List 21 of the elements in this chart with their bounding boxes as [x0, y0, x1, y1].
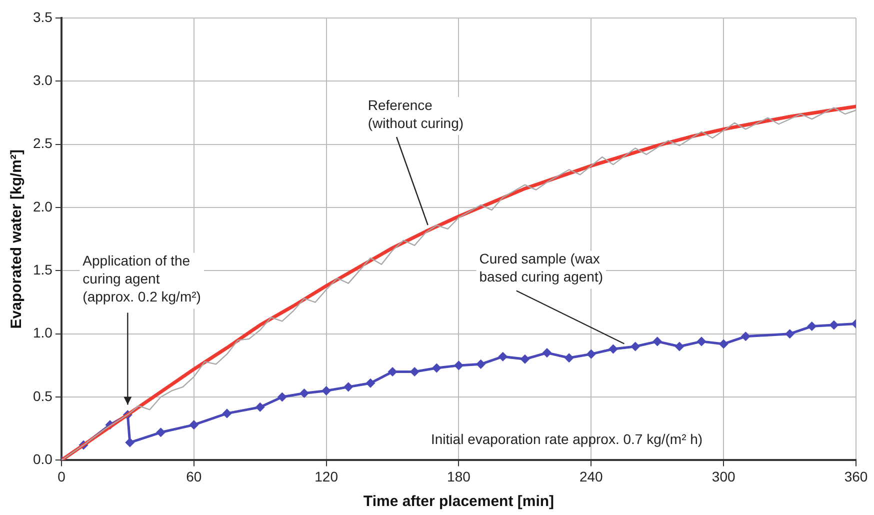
- x-tick-label: 180: [447, 468, 471, 484]
- y-tick-label: 3.0: [32, 72, 53, 88]
- x-tick-label: 240: [579, 468, 604, 484]
- x-tick-label: 120: [314, 468, 338, 484]
- x-tick-label: 60: [186, 468, 202, 484]
- x-tick-label: 300: [712, 468, 736, 484]
- y-tick-label: 3.5: [32, 8, 53, 25]
- y-tick-label: 1.0: [32, 324, 53, 341]
- x-tick-label: 360: [844, 468, 868, 484]
- y-tick-label: 0.5: [32, 388, 53, 404]
- y-tick-label: 0.0: [32, 451, 53, 468]
- y-tick-label: 1.5: [32, 262, 53, 278]
- annotation: Initial evaporation rate approx. 0.7 kg/(m² h): [431, 431, 703, 448]
- y-tick-label: 2.5: [32, 135, 53, 152]
- annotation: Application of the curing agent (approx. 0.2 kg/m²): [82, 252, 201, 305]
- annotation: Cured sample (wax based curing agent): [479, 250, 604, 285]
- x-tick-label: 0: [58, 468, 66, 484]
- x-axis-title: Time after placement [min]: [363, 493, 554, 510]
- annotation: Reference (without curing): [368, 96, 464, 131]
- y-axis-title: Evaporated water [kg/m²]: [8, 149, 26, 329]
- y-tick-label: 2.0: [32, 198, 53, 214]
